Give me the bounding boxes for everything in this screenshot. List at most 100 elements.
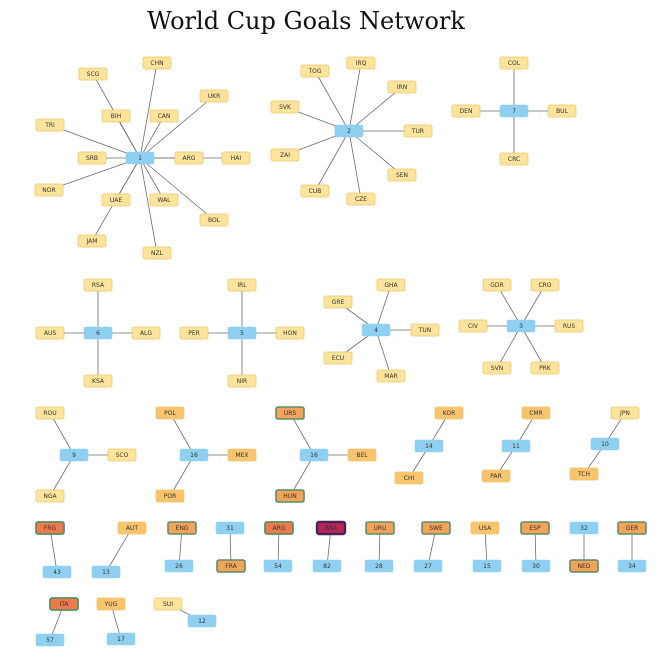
node-label: SVK (279, 104, 292, 111)
node-box (91, 565, 121, 579)
node-box (346, 192, 376, 206)
node-box (554, 319, 584, 333)
team-node-t_yug: YUG (96, 597, 126, 611)
goal-node-n17: 17 (106, 632, 136, 646)
team-node-t_nor: NOR (34, 183, 64, 197)
team-node-t_kor: KOR (434, 406, 464, 420)
edge-n1-t_tri (49, 124, 141, 159)
team-node-t_irn: IRN (387, 80, 417, 94)
node-label: CHN (150, 60, 163, 67)
node-box (547, 104, 577, 118)
node-box (323, 295, 353, 309)
node-label: ENG (176, 525, 189, 532)
node-label: 30 (532, 563, 540, 570)
team-node-t_arg1: ARG (174, 151, 204, 165)
node-box (174, 151, 204, 165)
node-label: NOR (42, 187, 55, 194)
node-box (364, 559, 394, 573)
node-box (149, 193, 179, 207)
node-box (221, 151, 251, 165)
node-label: 4 (374, 327, 378, 334)
node-label: POR (164, 493, 177, 500)
edge-n9-t_rou (49, 412, 75, 456)
goal-node-n9: 9 (59, 448, 89, 462)
node-label: SUI (163, 601, 173, 608)
node-box (275, 406, 305, 420)
goal-node-n16b: 16 (299, 448, 329, 462)
node-label: ESP (529, 525, 541, 532)
node-label: IRN (397, 84, 407, 91)
node-label: CHI (404, 475, 415, 482)
team-node-t_bol: BOL (199, 213, 229, 227)
edge-n16b-t_urs (289, 412, 315, 456)
node-box (458, 319, 488, 333)
goal-node-n82: 82 (312, 559, 342, 573)
node-box (472, 559, 502, 573)
node-label: JAM (86, 238, 98, 245)
node-label: GER (626, 525, 639, 532)
node-label: 12 (198, 618, 206, 625)
goal-node-n3: 3 (506, 319, 536, 333)
node-box (470, 521, 500, 535)
node-box (42, 565, 72, 579)
node-box (83, 374, 113, 388)
team-node-t_mex: MEX (227, 448, 257, 462)
goal-node-n57: 57 (35, 633, 65, 647)
edge-n16a-t_pol (169, 412, 195, 456)
node-box (413, 559, 443, 573)
node-box (83, 278, 113, 292)
edge-n1-t_nzl (139, 157, 158, 254)
team-node-t_ksa: KSA (83, 374, 113, 388)
team-node-t_cub: CUB (300, 184, 330, 198)
node-label: TOG (307, 68, 321, 75)
node-label: SCG (87, 71, 100, 78)
nodes-layer: 1 CHN SCG UKR BIH CAN TRI SRB ARG HAI NOR UAE WAL BOL… (34, 56, 647, 647)
team-node-t_jam: JAM (77, 234, 107, 248)
node-label: MAR (384, 373, 397, 380)
edge-t_fra-n43 (49, 527, 58, 573)
node-box (216, 559, 246, 573)
team-node-t_hon: HON (275, 326, 305, 340)
node-label: JPN (619, 410, 630, 417)
edge-n2-t_cub (314, 130, 350, 192)
node-label: 1 (138, 155, 142, 162)
node-label: 14 (425, 443, 433, 450)
team-node-t_irq: IRQ (346, 56, 376, 70)
node-label: 11 (512, 443, 520, 450)
node-label: 27 (424, 563, 432, 570)
node-box (617, 559, 647, 573)
node-label: URS (284, 410, 297, 417)
node-box (569, 521, 599, 535)
node-box (315, 520, 347, 536)
team-node-t_usa: USA (470, 521, 500, 535)
node-label: PAR (490, 473, 502, 480)
team-node-t_urs: URS (275, 406, 305, 420)
node-label: BOL (208, 217, 221, 224)
node-label: CUB (309, 188, 322, 195)
goal-node-n32: 32 (569, 521, 599, 535)
node-box (499, 104, 529, 118)
node-label: SEN (396, 172, 408, 179)
node-box (35, 521, 65, 535)
team-node-t_nzl: NZL (142, 246, 172, 260)
node-box (106, 632, 136, 646)
team-node-t_pol: POL (155, 406, 185, 420)
node-label: YUG (104, 601, 118, 608)
goal-node-n4: 4 (361, 323, 391, 337)
goal-node-n16a: 16 (179, 448, 209, 462)
node-label: CAN (158, 113, 171, 120)
node-box (155, 489, 185, 503)
node-label: 28 (375, 563, 383, 570)
team-node-t_gdr: GDR (482, 278, 512, 292)
team-node-t_arg2: ARG (264, 521, 294, 535)
node-label: 82 (323, 563, 331, 570)
goal-node-n13: 13 (91, 565, 121, 579)
node-label: AUS (44, 330, 56, 337)
node-box (179, 326, 209, 340)
team-node-t_por: POR (155, 489, 185, 503)
node-box (347, 448, 377, 462)
node-box (78, 67, 108, 81)
node-label: 16 (310, 452, 318, 459)
node-label: BRA (325, 525, 338, 532)
